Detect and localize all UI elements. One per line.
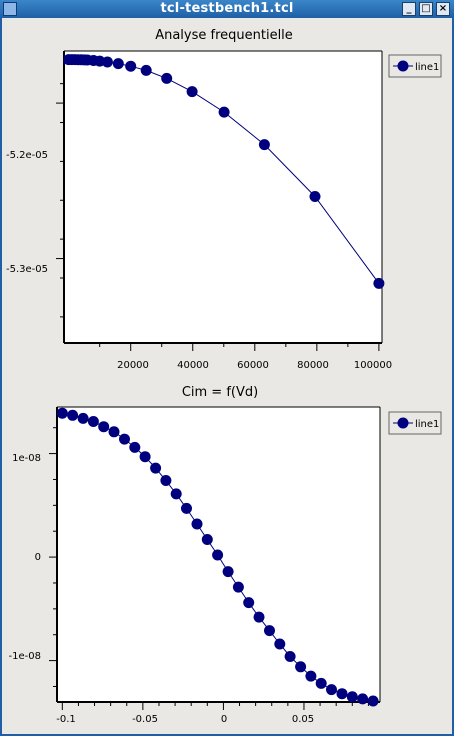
data-point — [264, 625, 275, 637]
data-point — [258, 139, 270, 151]
x-tick-label: -0.05 — [132, 714, 158, 725]
data-point — [125, 60, 137, 72]
plot-area — [64, 51, 382, 343]
y-tick-label: -5.3e-05 — [6, 264, 48, 275]
data-point — [315, 677, 327, 689]
data-point — [139, 451, 151, 463]
data-point — [161, 72, 173, 84]
data-point — [222, 566, 234, 578]
data-point — [232, 581, 244, 593]
chart-frequency: Analyse frequentielle -5.2e-05 -5.3e-05 … — [6, 28, 442, 371]
legend-label: line1 — [415, 62, 439, 73]
data-point — [186, 86, 198, 98]
axis-ticks — [56, 83, 380, 351]
data-point — [98, 421, 110, 433]
x-tick-label: 80000 — [297, 360, 329, 371]
data-point — [181, 502, 192, 514]
data-point — [140, 64, 152, 76]
legend[interactable]: line1 — [388, 54, 442, 78]
data-point — [67, 409, 79, 421]
data-point — [212, 549, 224, 561]
window-menu-icon[interactable] — [3, 2, 17, 16]
window-title: tcl-testbench1.tcl — [160, 1, 294, 16]
y-tick-label: -1e-08 — [9, 651, 41, 662]
legend-label: line1 — [415, 419, 439, 430]
series-line1 — [56, 407, 379, 707]
data-point — [373, 277, 385, 289]
minimize-button[interactable]: _ — [402, 2, 416, 16]
data-point — [284, 651, 296, 662]
data-point — [253, 611, 265, 623]
data-point — [295, 661, 307, 673]
data-point — [367, 695, 379, 707]
x-tick-label: -0.1 — [56, 714, 76, 725]
data-point — [108, 426, 120, 438]
legend-box — [388, 411, 442, 435]
x-tick-label: 0.05 — [292, 714, 314, 725]
y-tick-label: -5.2e-05 — [6, 150, 48, 161]
data-point — [305, 670, 317, 682]
data-point — [309, 191, 321, 202]
data-point — [336, 688, 348, 700]
chart-cim-vd: Cim = f(Vd) 1e-08 0 -1e-08 -0.1 -0.05 0 … — [9, 385, 442, 725]
x-tick-label: 100000 — [354, 360, 392, 371]
data-point — [346, 691, 358, 703]
maximize-button[interactable]: □ — [419, 2, 433, 16]
data-point — [129, 441, 141, 453]
x-tick-label: 0 — [221, 714, 227, 725]
legend-marker-icon — [397, 417, 409, 429]
data-point — [201, 534, 213, 545]
y-tick-label: 0 — [35, 552, 41, 563]
close-button[interactable]: × — [436, 2, 450, 16]
data-point — [56, 407, 68, 419]
legend-box — [388, 54, 442, 78]
data-point — [357, 693, 369, 705]
data-point — [77, 412, 89, 424]
data-point — [160, 475, 172, 486]
legend-marker-icon — [397, 60, 409, 72]
legend[interactable]: line1 — [388, 411, 442, 435]
chart-title: Cim = f(Vd) — [182, 385, 258, 400]
data-point — [191, 518, 203, 530]
chart-title: Analyse frequentielle — [155, 28, 293, 43]
data-point — [101, 56, 113, 68]
data-point — [170, 488, 182, 500]
window-frame — [0, 18, 454, 736]
x-tick-label: 60000 — [237, 360, 269, 371]
data-point — [87, 416, 99, 427]
data-point — [218, 106, 230, 118]
x-tick-label: 20000 — [117, 360, 149, 371]
data-point — [274, 638, 286, 650]
data-point — [112, 58, 124, 70]
data-point — [119, 433, 130, 445]
window-titlebar[interactable]: tcl-testbench1.tcl _ □ × — [0, 0, 454, 18]
series-line1 — [63, 54, 385, 289]
y-tick-label: 1e-08 — [12, 453, 41, 464]
data-point — [326, 684, 337, 696]
data-point — [243, 597, 255, 609]
data-point — [150, 462, 162, 474]
x-tick-label: 40000 — [177, 360, 209, 371]
